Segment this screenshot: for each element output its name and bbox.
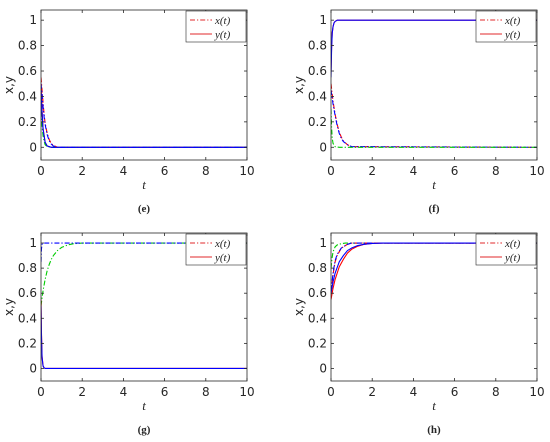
series-line <box>331 109 537 148</box>
x-tick-label: 4 <box>410 385 418 399</box>
legend-label: x(t) <box>504 238 521 250</box>
series-line <box>41 90 247 148</box>
chart-panel: 0 2 4 6 8 10 0 0.2 0.4 0.6 0.8 1 t x,y x(t) y(t) (g) <box>2 232 255 436</box>
panel-caption: (h) <box>427 424 441 436</box>
legend-label: y(t) <box>504 29 521 41</box>
y-tick-label: 0.6 <box>308 286 327 300</box>
x-tick-label: 10 <box>239 385 254 399</box>
x-tick-label: 4 <box>120 385 128 399</box>
x-tick-label: 10 <box>529 385 544 399</box>
x-tick-label: 8 <box>202 385 210 399</box>
legend: x(t) y(t) <box>475 233 537 266</box>
series-line <box>331 242 537 294</box>
series-line <box>41 111 247 148</box>
legend-label: y(t) <box>214 252 231 264</box>
x-axis-label: t <box>142 177 146 192</box>
series-line <box>331 242 537 291</box>
panel-caption: (f) <box>429 203 440 215</box>
axes-box <box>330 232 538 382</box>
y-tick-label: 0.4 <box>308 311 327 325</box>
y-tick-label: 1 <box>29 13 37 27</box>
y-axis-label: x,y <box>292 298 306 316</box>
series-line <box>41 242 247 306</box>
legend-box <box>475 10 537 43</box>
y-tick-label: 0 <box>29 140 37 154</box>
legend-label: x(t) <box>214 15 231 27</box>
x-tick-label: 2 <box>78 164 86 178</box>
axes-box <box>40 232 248 382</box>
y-tick-label: 0.4 <box>18 311 37 325</box>
x-tick-label: 2 <box>78 385 86 399</box>
series-group <box>331 242 537 300</box>
y-tick-label: 0.6 <box>18 286 37 300</box>
x-tick-label: 2 <box>368 385 376 399</box>
y-tick-label: 0.8 <box>308 39 327 53</box>
legend-label: x(t) <box>214 238 231 250</box>
legend: x(t) y(t) <box>185 10 247 43</box>
legend-label: y(t) <box>504 252 521 264</box>
x-tick-label: 0 <box>37 164 45 178</box>
x-tick-label: 4 <box>120 164 128 178</box>
x-tick-label: 0 <box>327 164 335 178</box>
x-tick-label: 6 <box>161 164 169 178</box>
legend-box <box>185 233 247 266</box>
x-axis-label: t <box>432 177 436 192</box>
y-tick-label: 0.6 <box>18 64 37 78</box>
x-axis-label: t <box>142 398 146 413</box>
chart-panel: 0 2 4 6 8 10 0 0.2 0.4 0.6 0.8 1 t x,y x(t) y(t) (e) <box>2 9 255 215</box>
legend: x(t) y(t) <box>475 10 537 43</box>
y-tick-label: 0.2 <box>308 115 327 129</box>
x-tick-label: 0 <box>327 385 335 399</box>
x-tick-label: 8 <box>492 164 500 178</box>
y-axis-label: x,y <box>2 298 16 316</box>
y-tick-label: 0 <box>29 361 37 375</box>
y-tick-label: 0 <box>319 361 327 375</box>
legend-label: x(t) <box>504 15 521 27</box>
series-group <box>41 242 247 370</box>
y-tick-label: 0.8 <box>18 39 37 53</box>
x-tick-label: 6 <box>451 385 459 399</box>
legend-box <box>185 10 247 43</box>
y-tick-label: 0.4 <box>18 89 37 103</box>
x-tick-label: 8 <box>202 164 210 178</box>
legend-label: y(t) <box>214 29 231 41</box>
x-tick-label: 10 <box>239 164 254 178</box>
y-tick-label: 1 <box>29 236 37 250</box>
panel-caption: (e) <box>138 203 151 215</box>
y-tick-label: 0 <box>319 140 327 154</box>
series-line <box>41 242 247 262</box>
axes-box <box>40 9 248 161</box>
y-axis-label: x,y <box>2 76 16 94</box>
x-tick-label: 10 <box>529 164 544 178</box>
x-tick-label: 0 <box>37 385 45 399</box>
panel-caption: (g) <box>138 424 151 436</box>
series-line <box>331 242 537 294</box>
x-tick-label: 6 <box>161 385 169 399</box>
x-tick-label: 8 <box>492 385 500 399</box>
series-group <box>41 77 247 148</box>
y-tick-label: 0.8 <box>18 261 37 275</box>
legend: x(t) y(t) <box>185 233 247 266</box>
x-tick-label: 6 <box>451 164 459 178</box>
series-line <box>41 305 247 370</box>
legend-box <box>475 233 537 266</box>
y-tick-label: 0.6 <box>308 64 327 78</box>
chart-panel: 0 2 4 6 8 10 0 0.2 0.4 0.6 0.8 1 t x,y x(t) y(t) (f) <box>292 9 545 215</box>
series-line <box>41 83 247 148</box>
x-tick-label: 4 <box>410 164 418 178</box>
x-tick-label: 2 <box>368 164 376 178</box>
x-axis-label: t <box>432 398 436 413</box>
y-axis-label: x,y <box>292 76 306 94</box>
chart-panel: 0 2 4 6 8 10 0 0.2 0.4 0.6 0.8 1 t x,y x(t) y(t) (h) <box>292 232 545 436</box>
y-tick-label: 0.4 <box>308 89 327 103</box>
y-tick-label: 0.2 <box>308 336 327 350</box>
y-tick-label: 0.8 <box>308 261 327 275</box>
y-tick-label: 1 <box>319 236 327 250</box>
y-tick-label: 0.2 <box>18 115 37 129</box>
series-line <box>331 242 537 269</box>
y-tick-label: 0.2 <box>18 336 37 350</box>
axes-box <box>330 9 538 161</box>
y-tick-label: 1 <box>319 13 327 27</box>
